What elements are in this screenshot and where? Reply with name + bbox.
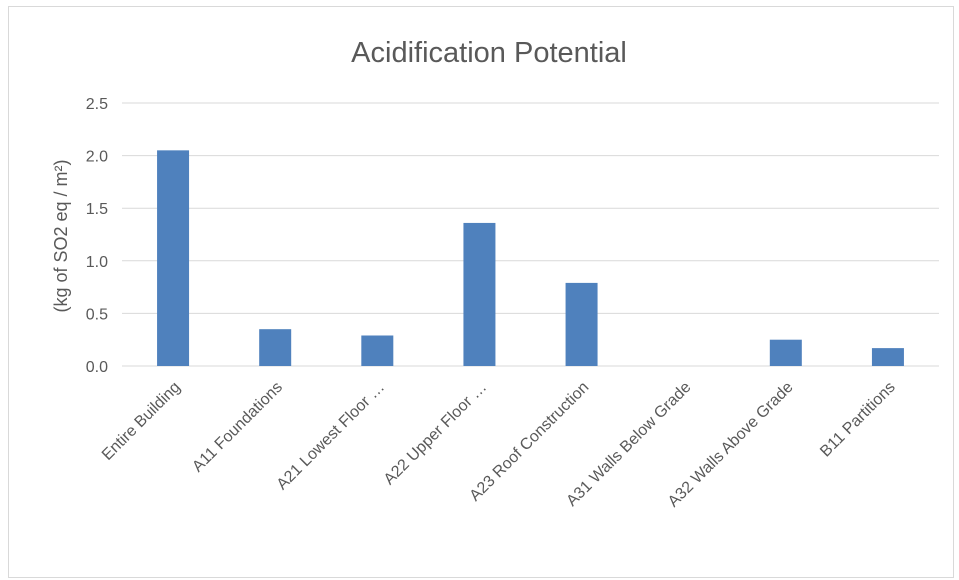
x-tick-label: A11 Foundations <box>189 379 286 476</box>
y-axis-ticks: 0.0 0.5 1.0 1.5 2.0 2.5 <box>86 96 108 376</box>
y-tick-label: 2.0 <box>86 149 108 166</box>
bar <box>769 339 802 366</box>
bar <box>565 282 598 366</box>
bar <box>361 335 394 366</box>
bar <box>259 329 292 366</box>
y-tick-label: 1.5 <box>86 201 108 218</box>
chart-title: Acidification Potential <box>351 37 627 69</box>
y-tick-label: 1.0 <box>86 254 108 271</box>
y-tick-label: 0.0 <box>86 359 108 376</box>
x-tick-label: A21 Lowest Floor … <box>274 379 389 494</box>
x-tick-label: A22 Upper Floor … <box>381 379 490 488</box>
x-tick-label: A23 Roof Construction <box>467 379 593 505</box>
bar <box>871 348 904 366</box>
y-tick-label: 0.5 <box>86 306 108 323</box>
y-axis-label: (kg of SO2 eq / m²) <box>51 159 71 312</box>
bar <box>463 222 496 366</box>
x-tick-label: B11 Partitions <box>817 379 899 461</box>
gridlines <box>122 102 939 367</box>
bar <box>157 150 190 366</box>
y-tick-label: 2.5 <box>86 96 108 113</box>
x-tick-label: Entire Building <box>99 379 184 464</box>
bars <box>157 150 904 366</box>
